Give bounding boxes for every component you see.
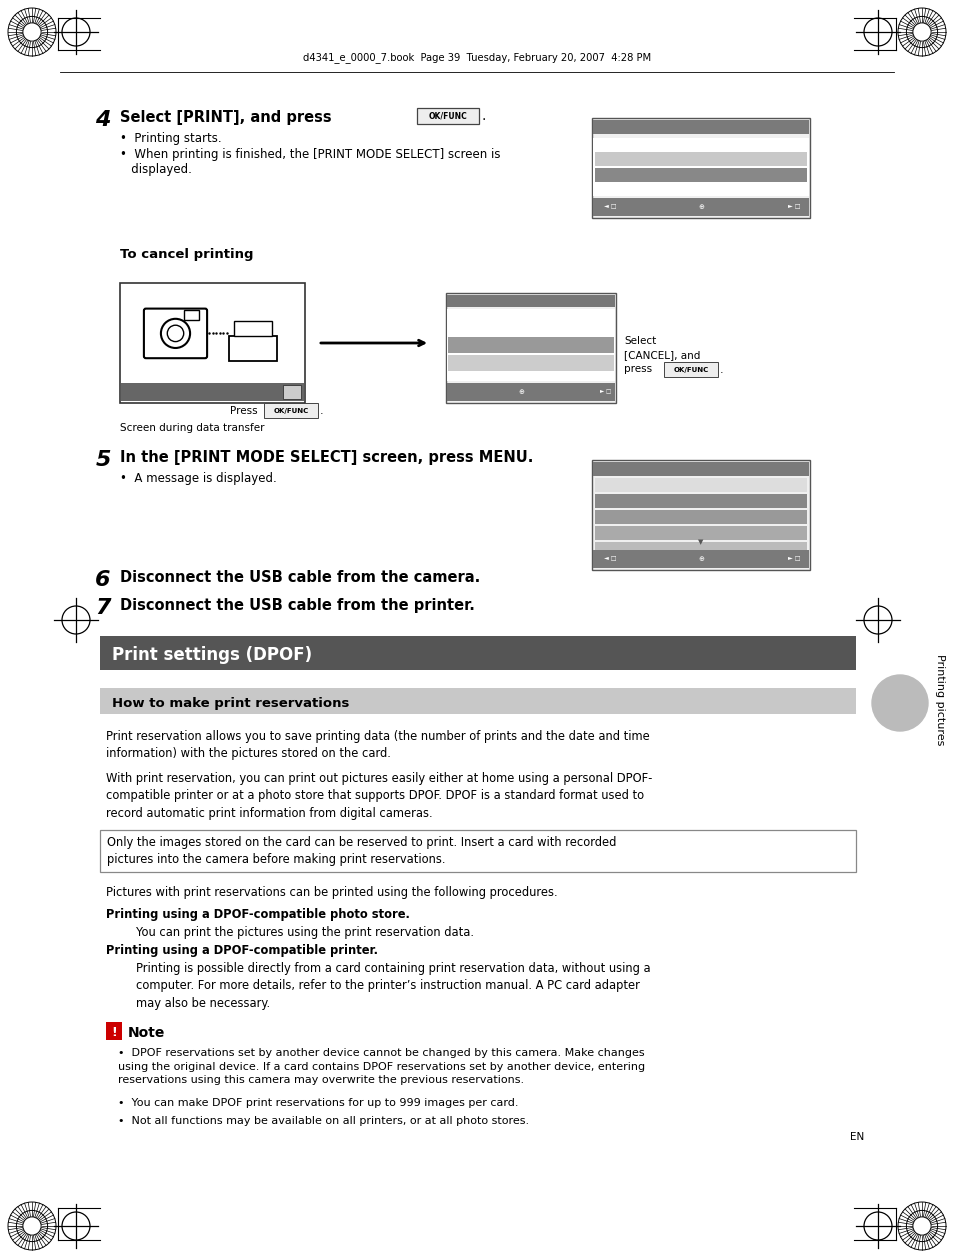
Bar (593, 198, 808, 216)
Text: Only the images stored on the card can be reserved to print. Insert a card with : Only the images stored on the card can b… (107, 837, 616, 867)
Text: .: . (481, 109, 486, 123)
Text: You can print the pictures using the print reservation data.: You can print the pictures using the pri… (136, 926, 474, 938)
Bar (283, 385, 301, 399)
Text: OK/FUNC: OK/FUNC (428, 112, 467, 121)
Bar (446, 293, 616, 403)
Text: •  Not all functions may be available on all printers, or at all photo stores.: • Not all functions may be available on … (118, 1116, 529, 1126)
Bar (595, 494, 806, 508)
Bar (229, 336, 277, 361)
Text: To cancel printing: To cancel printing (120, 248, 253, 260)
Bar (592, 460, 809, 570)
Text: How to make print reservations: How to make print reservations (112, 697, 349, 710)
Text: Printing using a DPOF-compatible printer.: Printing using a DPOF-compatible printer… (106, 944, 377, 957)
Bar (121, 382, 304, 401)
Bar (593, 138, 808, 196)
Text: Disconnect the USB cable from the printer.: Disconnect the USB cable from the printe… (120, 598, 475, 613)
Text: 6: 6 (95, 570, 111, 590)
Text: press: press (623, 364, 652, 374)
Text: Note: Note (128, 1027, 165, 1040)
FancyBboxPatch shape (416, 108, 478, 125)
Text: Printing is possible directly from a card containing print reservation data, wit: Printing is possible directly from a car… (136, 962, 650, 1010)
Bar (592, 118, 809, 218)
Bar (184, 309, 199, 320)
Bar (448, 355, 614, 371)
Text: •  You can make DPOF print reservations for up to 999 images per card.: • You can make DPOF print reservations f… (118, 1098, 518, 1108)
FancyBboxPatch shape (264, 403, 317, 418)
Text: [CANCEL], and: [CANCEL], and (623, 350, 700, 360)
Text: Select [PRINT], and press: Select [PRINT], and press (120, 109, 332, 125)
Text: Disconnect the USB cable from the camera.: Disconnect the USB cable from the camera… (120, 570, 479, 585)
Circle shape (871, 676, 927, 731)
Text: Pictures with print reservations can be printed using the following procedures.: Pictures with print reservations can be … (106, 886, 558, 899)
Text: Printing using a DPOF-compatible photo store.: Printing using a DPOF-compatible photo s… (106, 908, 410, 921)
Text: Print settings (DPOF): Print settings (DPOF) (112, 647, 312, 664)
Text: Select: Select (623, 336, 656, 346)
Text: .: . (720, 365, 723, 375)
Text: 5: 5 (95, 450, 111, 470)
Bar (593, 462, 808, 476)
Bar (233, 321, 273, 336)
Text: ⊕: ⊕ (698, 204, 703, 210)
Text: Printing pictures: Printing pictures (934, 654, 944, 746)
Text: OK/FUNC: OK/FUNC (673, 367, 708, 374)
Bar (100, 637, 855, 671)
Text: ► □: ► □ (599, 390, 611, 395)
Bar (447, 309, 615, 381)
Text: ◄ □: ◄ □ (603, 556, 616, 561)
Bar (447, 294, 615, 307)
Bar (100, 830, 855, 872)
Bar (595, 526, 806, 540)
Bar (100, 688, 855, 715)
Text: ► □: ► □ (787, 556, 800, 561)
Bar (120, 283, 305, 403)
Text: .: . (319, 406, 323, 416)
Bar (448, 337, 614, 353)
FancyBboxPatch shape (663, 362, 718, 377)
FancyBboxPatch shape (144, 308, 207, 359)
Bar (593, 550, 808, 569)
Bar (595, 152, 806, 166)
Text: With print reservation, you can print out pictures easily either at home using a: With print reservation, you can print ou… (106, 772, 652, 820)
Text: OK/FUNC: OK/FUNC (274, 408, 309, 414)
Text: d4341_e_0000_7.book  Page 39  Tuesday, February 20, 2007  4:28 PM: d4341_e_0000_7.book Page 39 Tuesday, Feb… (303, 53, 650, 63)
Text: ⊕: ⊕ (517, 389, 523, 395)
Bar (106, 1021, 122, 1040)
Bar (595, 169, 806, 182)
Text: EN: EN (849, 1132, 863, 1142)
Text: •  DPOF reservations set by another device cannot be changed by this camera. Mak: • DPOF reservations set by another devic… (118, 1048, 644, 1086)
Text: ▼: ▼ (698, 538, 703, 545)
Text: Screen during data transfer: Screen during data transfer (120, 423, 264, 433)
Text: •  When printing is finished, the [PRINT MODE SELECT] screen is
   displayed.: • When printing is finished, the [PRINT … (120, 148, 500, 176)
Bar (595, 509, 806, 525)
Text: •  Printing starts.: • Printing starts. (120, 132, 221, 145)
Text: In the [PRINT MODE SELECT] screen, press MENU.: In the [PRINT MODE SELECT] screen, press… (120, 450, 533, 465)
Text: Print reservation allows you to save printing data (the number of prints and the: Print reservation allows you to save pri… (106, 730, 649, 761)
Bar (595, 478, 806, 492)
Text: ⊕: ⊕ (698, 556, 703, 562)
Text: !: ! (111, 1025, 117, 1039)
Text: Press: Press (230, 406, 260, 416)
Text: ► □: ► □ (787, 205, 800, 210)
Bar (595, 542, 806, 556)
Bar (593, 120, 808, 135)
Bar (447, 382, 615, 401)
Text: •  A message is displayed.: • A message is displayed. (120, 472, 276, 486)
Text: 7: 7 (95, 598, 111, 618)
Text: 4: 4 (95, 109, 111, 130)
Text: ◄ □: ◄ □ (603, 205, 616, 210)
